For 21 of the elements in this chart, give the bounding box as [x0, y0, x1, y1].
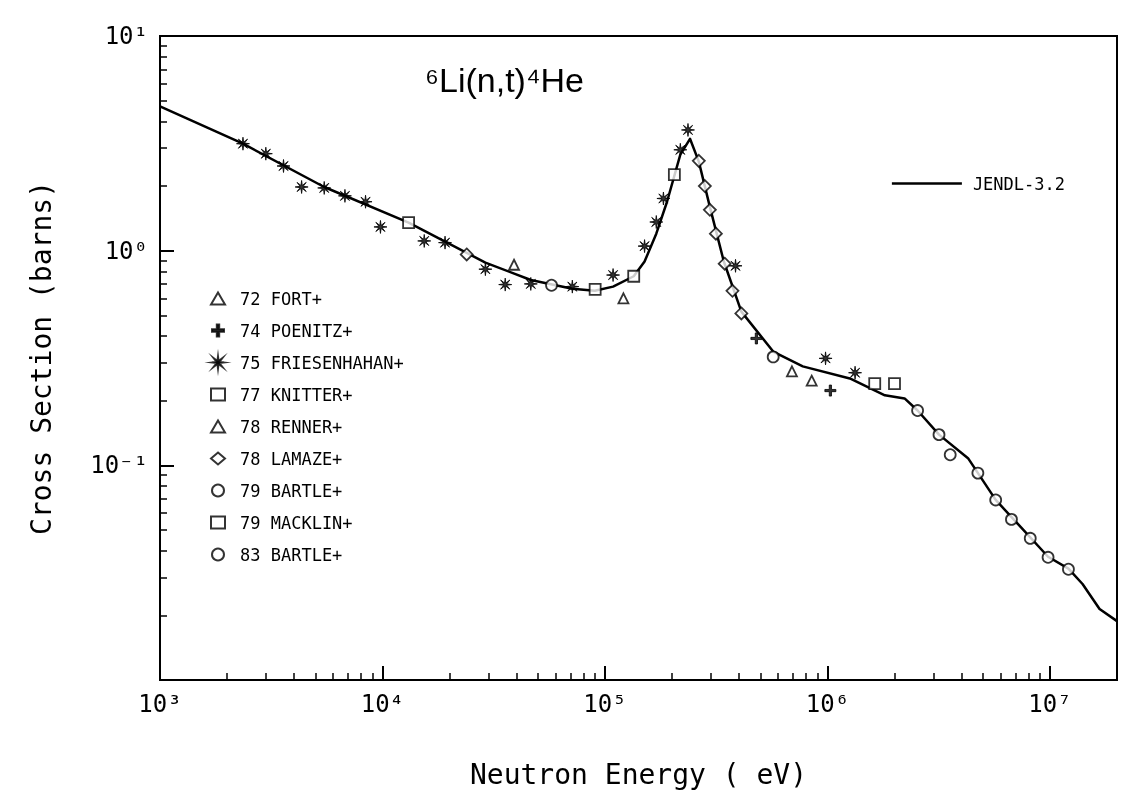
x-tick-label: 10⁷ [1028, 690, 1072, 718]
y-tick-label: 10⁻¹ [90, 451, 148, 480]
y-tick-label: 10⁰ [104, 236, 148, 265]
x-tick-label: 10⁶ [805, 690, 850, 718]
legend-label: 78 RENNER+ [240, 416, 343, 437]
legend-label: 79 MACKLIN+ [240, 512, 353, 533]
legend-label: 79 BARTLE+ [240, 480, 343, 501]
x-tick-label: 10³ [138, 690, 182, 718]
legend-label: 72 FORT+ [240, 288, 322, 309]
legend-label: 75 FRIESENHAHAN+ [240, 352, 404, 373]
x-tick-label: 10⁵ [583, 690, 627, 718]
x-tick-label: 10⁴ [360, 690, 405, 718]
legend-label: JENDL-3.2 [972, 173, 1066, 194]
y-axis-title: Cross Section (barns) [24, 180, 58, 536]
legend-label: 83 BARTLE+ [240, 544, 343, 565]
y-tick-label: 10¹ [104, 22, 148, 50]
legend-label: 74 POENITZ+ [240, 320, 353, 341]
text: ⁶Li(n,t)⁴He [425, 61, 584, 99]
legend-label: 78 LAMAZE+ [240, 448, 343, 469]
x-axis-title: Neutron Energy ( eV) [469, 757, 808, 791]
legend-label: 77 KNITTER+ [240, 384, 353, 405]
